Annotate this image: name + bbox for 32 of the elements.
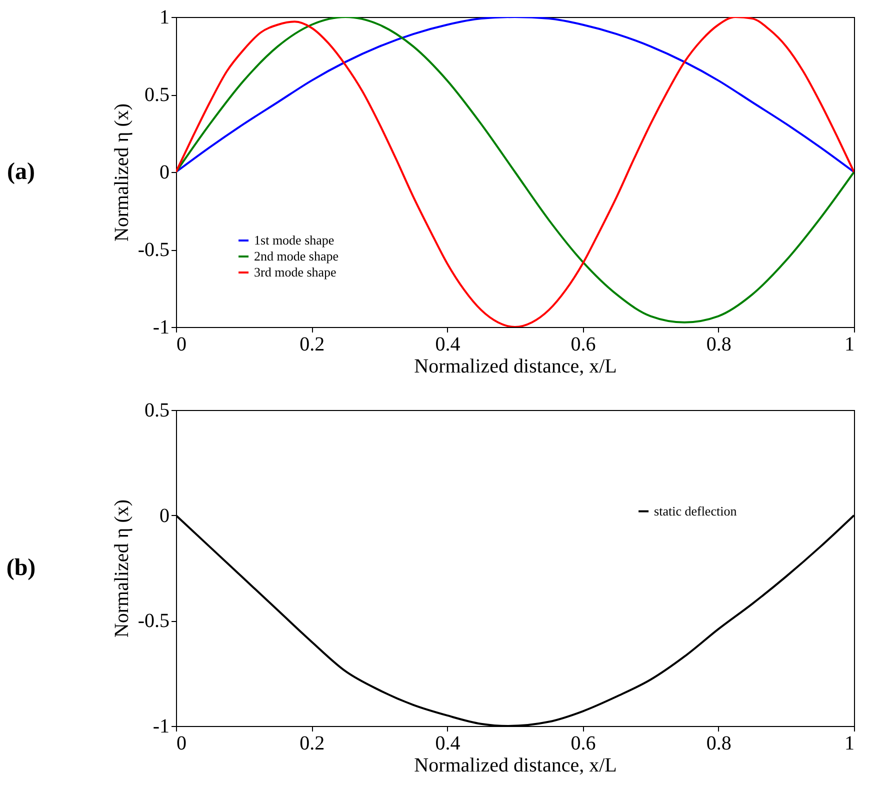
x-tick-label: 0.6 <box>570 334 596 356</box>
x-tick-label: 0.8 <box>706 732 732 754</box>
y-axis-title: Normalized η (x) <box>110 103 133 242</box>
x-tick-label: 0.8 <box>706 334 732 356</box>
x-tick-label: 1 <box>844 334 854 356</box>
x-tick-label: 0.4 <box>435 334 460 356</box>
x-tick-label: 0.2 <box>300 334 325 356</box>
x-tick-label: 0 <box>176 732 186 754</box>
x-tick-label: 0 <box>176 334 186 356</box>
x-axis-title: Normalized distance, x/L <box>414 356 617 378</box>
y-tick-label: 0 <box>160 504 170 527</box>
y-axis-title: Normalized η (x) <box>110 499 133 638</box>
legend-label: 1st mode shape <box>254 232 334 248</box>
y-tick-label: 0.5 <box>144 400 170 422</box>
y-tick-label: -0.5 <box>138 610 170 632</box>
y-tick-label: -1 <box>152 316 170 338</box>
y-tick-label: 0.5 <box>144 84 170 106</box>
legend-label: static deflection <box>654 503 738 518</box>
y-tick-label: 1 <box>160 6 170 28</box>
y-tick-label: -0.5 <box>138 239 170 261</box>
y-tick-label: -1 <box>152 716 170 738</box>
legend-label: 2nd mode shape <box>254 248 339 264</box>
x-tick-label: 0.2 <box>300 732 325 754</box>
x-tick-label: 0.4 <box>435 732 460 754</box>
text: (a) <box>7 159 35 185</box>
x-axis-title: Normalized distance, x/L <box>414 754 617 776</box>
line-series <box>176 17 854 173</box>
legend-label: 3rd mode shape <box>254 264 337 280</box>
text: (b) <box>6 555 36 581</box>
y-tick-label: 0 <box>160 162 170 184</box>
x-tick-label: 1 <box>844 732 854 754</box>
x-tick-label: 0.6 <box>570 732 596 754</box>
